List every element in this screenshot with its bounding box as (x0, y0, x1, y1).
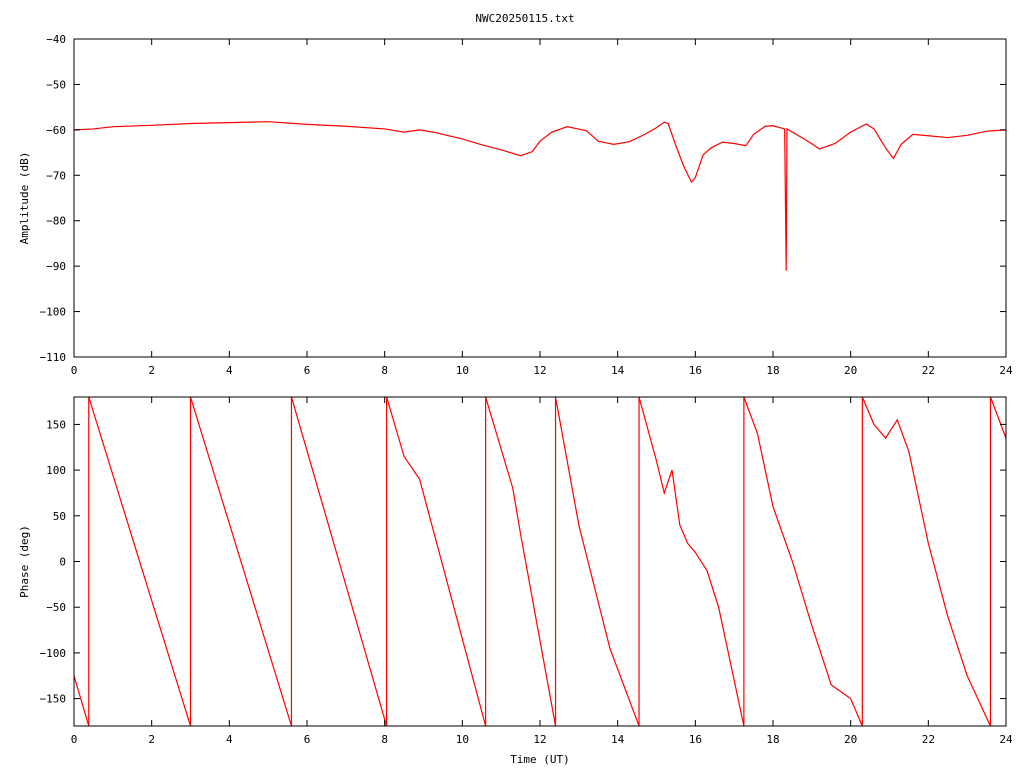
x-tick-label-0-11: 22 (922, 364, 935, 377)
y-tick-label-0-4: −70 (46, 169, 66, 182)
x-tick-label-0-12: 24 (999, 364, 1013, 377)
series-line-0-0 (74, 121, 1006, 271)
series-line-1-0 (74, 397, 1006, 726)
x-tick-label-1-7: 14 (611, 733, 625, 746)
y-tick-label-1-5: 100 (46, 464, 66, 477)
y-tick-label-0-0: −110 (40, 351, 67, 364)
x-tick-label-0-5: 10 (456, 364, 469, 377)
x-tick-label-1-12: 24 (999, 733, 1013, 746)
x-axis-label-1: Time (UT) (510, 753, 570, 766)
y-axis-label-1: Phase (deg) (18, 525, 31, 598)
amplitude-panel: 0 2 4 6 8 10 12 14 16 18 20 22 24−110−100−90−80−70−6… (18, 33, 1013, 377)
x-tick-label-0-9: 18 (766, 364, 779, 377)
y-tick-label-0-2: −90 (46, 260, 66, 273)
chart-title: NWC20250115.txt (475, 12, 574, 25)
x-tick-label-0-1: 2 (148, 364, 155, 377)
y-tick-label-1-3: 0 (59, 556, 66, 569)
x-tick-label-0-7: 14 (611, 364, 625, 377)
y-tick-label-1-2: −50 (46, 601, 66, 614)
y-tick-label-1-4: 50 (53, 510, 66, 523)
x-tick-label-1-1: 2 (148, 733, 155, 746)
x-tick-label-1-8: 16 (689, 733, 702, 746)
y-axis-label-0: Amplitude (dB) (18, 152, 31, 245)
x-tick-label-0-3: 6 (304, 364, 311, 377)
x-tick-label-0-10: 20 (844, 364, 857, 377)
y-tick-label-0-7: −40 (46, 33, 66, 46)
y-tick-label-0-5: −60 (46, 124, 66, 137)
x-tick-label-1-4: 8 (381, 733, 388, 746)
y-tick-label-0-1: −100 (40, 306, 67, 319)
x-tick-label-0-8: 16 (689, 364, 702, 377)
y-tick-label-0-3: −80 (46, 215, 66, 228)
x-tick-label-1-11: 22 (922, 733, 935, 746)
x-tick-label-0-0: 0 (71, 364, 78, 377)
plot-frame-1 (73, 396, 1007, 727)
y-tick-label-0-6: −50 (46, 78, 66, 91)
y-tick-label-1-1: −100 (40, 647, 67, 660)
x-tick-label-1-6: 12 (533, 733, 546, 746)
x-tick-label-1-5: 10 (456, 733, 469, 746)
x-tick-label-0-4: 8 (381, 364, 388, 377)
x-tick-label-0-6: 12 (533, 364, 546, 377)
phase-panel: 0 2 4 6 8 10 12 14 16 18 20 22 24−150−100−5005010015… (18, 396, 1013, 766)
x-tick-label-1-2: 4 (226, 733, 233, 746)
y-tick-label-1-6: 150 (46, 418, 66, 431)
x-tick-label-1-9: 18 (766, 733, 779, 746)
x-tick-label-1-10: 20 (844, 733, 857, 746)
x-tick-label-1-0: 0 (71, 733, 78, 746)
x-tick-label-0-2: 4 (226, 364, 233, 377)
plot-frame-0 (73, 38, 1007, 358)
y-tick-label-1-0: −150 (40, 693, 67, 706)
x-tick-label-1-3: 6 (304, 733, 311, 746)
